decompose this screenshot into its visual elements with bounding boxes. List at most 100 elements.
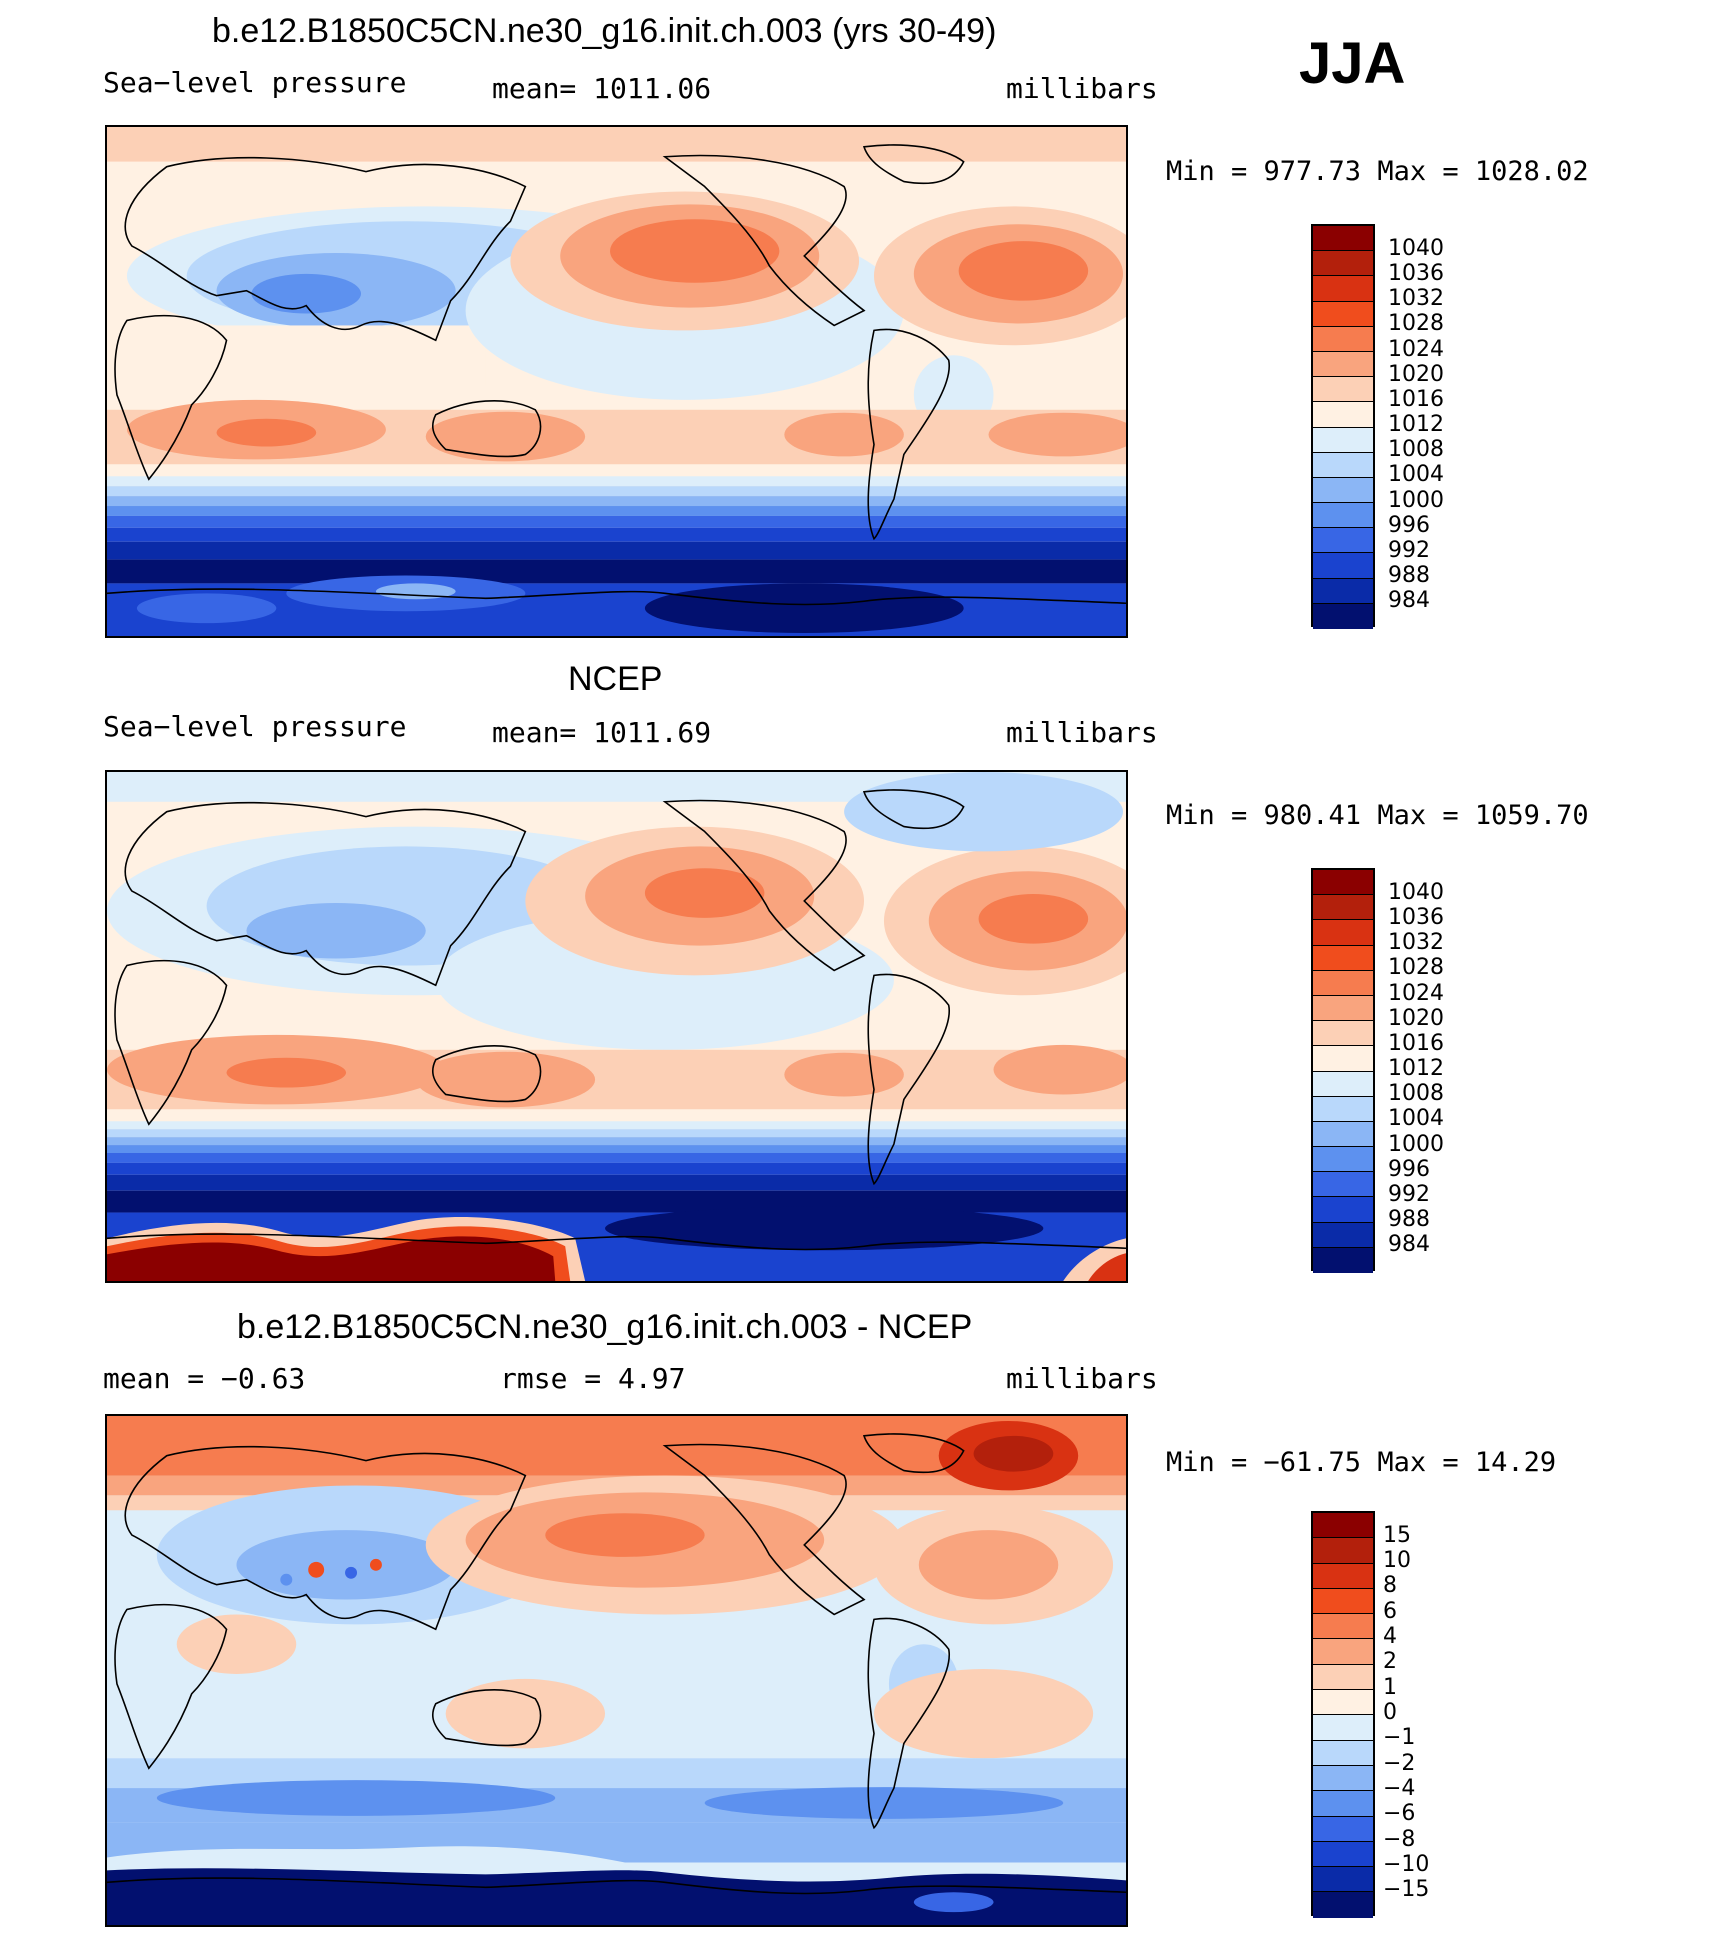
colorbar-label: 1040 bbox=[1388, 880, 1444, 905]
panel-3-mean: mean = −0.63 bbox=[103, 1362, 306, 1395]
colorbar-swatch bbox=[1313, 351, 1373, 378]
panel-2-units: millibars bbox=[1006, 716, 1158, 749]
colorbar-swatch bbox=[1313, 895, 1373, 921]
panel-2-mean: mean= 1011.69 bbox=[492, 716, 712, 749]
colorbar-swatch bbox=[1313, 1096, 1373, 1122]
colorbar-swatch bbox=[1313, 503, 1373, 529]
colorbar-label: 1000 bbox=[1388, 1132, 1444, 1157]
colorbar-swatch bbox=[1313, 1867, 1373, 1893]
colorbar-swatch bbox=[1313, 1740, 1373, 1766]
colorbar-swatch bbox=[1313, 920, 1373, 946]
colorbar-swatch bbox=[1313, 553, 1373, 579]
colorbar-label: 10 bbox=[1383, 1548, 1411, 1573]
colorbar-label: 1008 bbox=[1388, 1081, 1444, 1106]
colorbar-swatch bbox=[1313, 870, 1373, 896]
panel-1-colorbar bbox=[1311, 224, 1375, 629]
colorbar-label: 1 bbox=[1383, 1675, 1397, 1700]
colorbar-swatch bbox=[1313, 1614, 1373, 1640]
colorbar-label: 1000 bbox=[1388, 488, 1444, 513]
colorbar-label: 992 bbox=[1388, 1182, 1430, 1207]
colorbar-label: 1004 bbox=[1388, 462, 1444, 487]
colorbar-label: 0 bbox=[1383, 1700, 1397, 1725]
colorbar-swatch bbox=[1313, 1172, 1373, 1198]
colorbar-label: 4 bbox=[1383, 1624, 1397, 1649]
colorbar-label: 1024 bbox=[1388, 337, 1444, 362]
colorbar-swatch bbox=[1313, 477, 1373, 504]
colorbar-swatch bbox=[1313, 1639, 1373, 1665]
colorbar-swatch bbox=[1313, 427, 1373, 453]
panel-2-title: NCEP bbox=[568, 660, 663, 698]
colorbar-swatch bbox=[1313, 1046, 1373, 1072]
colorbar-label: 1012 bbox=[1388, 412, 1444, 437]
colorbar-swatch bbox=[1313, 1841, 1373, 1868]
colorbar-label: 1032 bbox=[1388, 930, 1444, 955]
colorbar-label: −4 bbox=[1383, 1776, 1416, 1801]
colorbar-label: 1020 bbox=[1388, 1006, 1444, 1031]
colorbar-swatch bbox=[1313, 1816, 1373, 1842]
panel-3-units: millibars bbox=[1006, 1362, 1158, 1395]
colorbar-swatch bbox=[1313, 578, 1373, 604]
panel-1-minmax: Min = 977.73 Max = 1028.02 bbox=[1166, 156, 1589, 187]
colorbar-swatch bbox=[1313, 1588, 1373, 1615]
colorbar-swatch bbox=[1313, 945, 1373, 971]
colorbar-swatch bbox=[1313, 1121, 1373, 1148]
colorbar-label: −10 bbox=[1383, 1852, 1430, 1877]
colorbar-swatch bbox=[1313, 603, 1373, 629]
colorbar-label: 984 bbox=[1388, 588, 1430, 613]
colorbar-swatch bbox=[1313, 1538, 1373, 1564]
colorbar-label: 6 bbox=[1383, 1599, 1397, 1624]
panel-2-colorbar bbox=[1311, 868, 1375, 1273]
colorbar-swatch bbox=[1313, 1715, 1373, 1741]
colorbar-label: 1032 bbox=[1388, 286, 1444, 311]
colorbar-swatch bbox=[1313, 1197, 1373, 1223]
colorbar-swatch bbox=[1313, 970, 1373, 996]
colorbar-swatch bbox=[1313, 1071, 1373, 1097]
panel-3-map-field bbox=[107, 1416, 1126, 1925]
colorbar-swatch bbox=[1313, 1765, 1373, 1792]
panel-1-units: millibars bbox=[1006, 72, 1158, 105]
colorbar-swatch bbox=[1313, 1222, 1373, 1248]
colorbar-label: 1036 bbox=[1388, 905, 1444, 930]
panel-2-variable: Sea−level pressure bbox=[103, 710, 407, 743]
colorbar-swatch bbox=[1313, 1563, 1373, 1589]
colorbar-label: 1040 bbox=[1388, 236, 1444, 261]
panel-3-map bbox=[105, 1414, 1128, 1927]
colorbar-swatch bbox=[1313, 1892, 1373, 1918]
colorbar-swatch bbox=[1313, 1147, 1373, 1173]
colorbar-swatch bbox=[1313, 1513, 1373, 1539]
colorbar-swatch bbox=[1313, 301, 1373, 327]
panel-2-map bbox=[105, 770, 1128, 1283]
colorbar-label: 1020 bbox=[1388, 362, 1444, 387]
colorbar-label: 1008 bbox=[1388, 437, 1444, 462]
colorbar-label: 15 bbox=[1383, 1523, 1411, 1548]
colorbar-label: −6 bbox=[1383, 1801, 1416, 1826]
colorbar-swatch bbox=[1313, 377, 1373, 403]
colorbar-label: 2 bbox=[1383, 1649, 1397, 1674]
colorbar-swatch bbox=[1313, 1021, 1373, 1047]
colorbar-label: 8 bbox=[1383, 1573, 1397, 1598]
colorbar-swatch bbox=[1313, 1664, 1373, 1691]
panel-2-map-field bbox=[107, 772, 1126, 1281]
colorbar-label: 1016 bbox=[1388, 1031, 1444, 1056]
colorbar-label: −8 bbox=[1383, 1827, 1416, 1852]
colorbar-label: −15 bbox=[1383, 1877, 1430, 1902]
colorbar-swatch bbox=[1313, 1690, 1373, 1716]
season-label: JJA bbox=[1299, 31, 1406, 96]
colorbar-swatch bbox=[1313, 528, 1373, 554]
colorbar-swatch bbox=[1313, 995, 1373, 1022]
panel-2-minmax: Min = 980.41 Max = 1059.70 bbox=[1166, 800, 1589, 831]
colorbar-label: 1024 bbox=[1388, 981, 1444, 1006]
panel-1-map bbox=[105, 125, 1128, 638]
panel-1-title: b.e12.B1850C5CN.ne30_g16.init.ch.003 (yr… bbox=[212, 12, 997, 50]
panel-3-title: b.e12.B1850C5CN.ne30_g16.init.ch.003 - N… bbox=[237, 1308, 973, 1346]
panel-3-rmse: rmse = 4.97 bbox=[500, 1362, 686, 1395]
colorbar-swatch bbox=[1313, 251, 1373, 277]
colorbar-label: 1028 bbox=[1388, 955, 1444, 980]
colorbar-label: −1 bbox=[1383, 1725, 1416, 1750]
colorbar-label: 1036 bbox=[1388, 261, 1444, 286]
colorbar-label: −2 bbox=[1383, 1751, 1416, 1776]
panel-1-variable: Sea−level pressure bbox=[103, 66, 407, 99]
colorbar-label: 992 bbox=[1388, 538, 1430, 563]
colorbar-label: 996 bbox=[1388, 1157, 1430, 1182]
colorbar-swatch bbox=[1313, 326, 1373, 352]
